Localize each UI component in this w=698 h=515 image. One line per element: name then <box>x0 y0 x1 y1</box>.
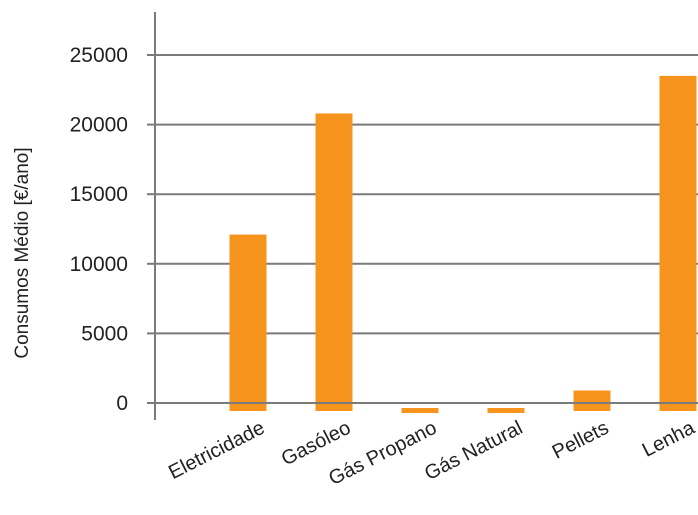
bar-pellets <box>573 390 611 411</box>
bar-gás-natural <box>487 408 525 413</box>
bar-eletricidade <box>229 234 267 411</box>
y-tick-label: 0 <box>116 392 128 415</box>
y-tick-labels: 0 5000 10000 15000 20000 25000 <box>70 44 128 415</box>
y-tick-label: 15000 <box>70 183 128 206</box>
y-tick-label: 25000 <box>70 44 128 67</box>
x-tick-label: Gás Natural <box>421 417 526 485</box>
y-tick-label: 10000 <box>70 253 128 276</box>
bar-gás-propano <box>401 408 439 413</box>
y-tick-label: 20000 <box>70 114 128 137</box>
x-tick-label: Lenha <box>639 416 698 461</box>
y-tick-label: 5000 <box>81 322 128 345</box>
bar-gasóleo <box>315 113 353 412</box>
y-axis-title: Consumos Médio [€/ano] <box>12 147 33 358</box>
bar-lenha <box>659 75 697 411</box>
x-tick-label: Eletricidade <box>165 417 268 484</box>
bar-series <box>229 75 697 413</box>
x-tick-label: Pellets <box>549 417 612 464</box>
axes <box>147 12 698 420</box>
